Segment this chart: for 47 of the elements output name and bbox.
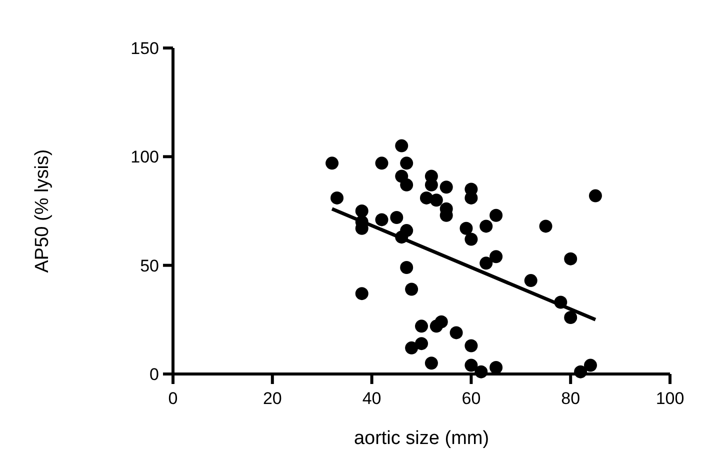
point <box>480 220 493 233</box>
point <box>584 358 597 372</box>
y-tick-label: 50 <box>140 256 159 276</box>
point <box>415 337 428 350</box>
x-tick-label: 20 <box>262 389 282 408</box>
point <box>464 358 478 372</box>
x-tick-label: 60 <box>462 389 481 408</box>
point <box>450 326 463 340</box>
point <box>395 139 408 152</box>
point <box>490 250 503 264</box>
point <box>460 222 473 235</box>
point <box>330 191 344 204</box>
point <box>480 256 493 270</box>
point <box>400 156 414 170</box>
point <box>400 178 414 192</box>
point <box>588 189 602 202</box>
point <box>355 204 368 218</box>
point <box>464 339 478 352</box>
point <box>564 310 578 324</box>
point <box>464 232 478 246</box>
y-tick-label: 0 <box>150 365 159 384</box>
y-tick-label: 150 <box>130 39 159 58</box>
point <box>490 208 503 222</box>
point <box>539 220 552 233</box>
point <box>390 211 404 224</box>
point <box>424 356 438 370</box>
point <box>490 360 503 374</box>
point <box>400 261 414 274</box>
y-axis-title: AP50 (% lysis) <box>32 149 53 273</box>
point <box>440 180 453 194</box>
point <box>355 287 368 300</box>
x-tick-label: 40 <box>362 389 382 408</box>
point <box>375 156 388 170</box>
point <box>434 315 448 328</box>
x-axis-title: aortic size (mm) <box>354 428 490 449</box>
point <box>430 194 443 207</box>
point <box>405 282 418 296</box>
point <box>415 320 428 333</box>
y-tick-label: 100 <box>130 148 159 167</box>
point <box>564 252 578 266</box>
point <box>405 341 418 354</box>
point <box>524 274 538 288</box>
x-tick-label: 0 <box>168 389 178 408</box>
point <box>375 213 388 226</box>
point <box>326 156 339 170</box>
x-tick-label: 80 <box>561 389 580 408</box>
x-tick-label: 100 <box>656 389 684 408</box>
